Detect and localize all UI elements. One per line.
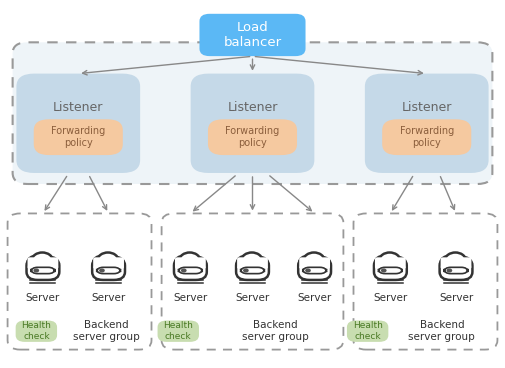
- Circle shape: [33, 268, 39, 273]
- FancyBboxPatch shape: [92, 258, 125, 280]
- Circle shape: [41, 257, 58, 269]
- FancyBboxPatch shape: [236, 258, 269, 280]
- FancyBboxPatch shape: [13, 42, 492, 184]
- Text: Health
check: Health check: [163, 322, 193, 341]
- Circle shape: [388, 257, 406, 269]
- Circle shape: [93, 256, 112, 269]
- Circle shape: [188, 257, 206, 269]
- FancyBboxPatch shape: [439, 258, 473, 280]
- Circle shape: [299, 256, 318, 269]
- Circle shape: [98, 252, 118, 267]
- FancyBboxPatch shape: [440, 257, 472, 269]
- Circle shape: [305, 268, 311, 273]
- Text: Listener: Listener: [53, 101, 104, 114]
- FancyBboxPatch shape: [27, 258, 60, 280]
- FancyBboxPatch shape: [241, 267, 264, 274]
- Text: Listener: Listener: [227, 101, 278, 114]
- Circle shape: [32, 252, 53, 267]
- Circle shape: [107, 257, 124, 269]
- Text: Server: Server: [235, 293, 270, 303]
- Text: Backend
server group: Backend server group: [409, 321, 475, 342]
- Text: Backend
server group: Backend server group: [73, 321, 139, 342]
- Circle shape: [181, 268, 187, 273]
- FancyBboxPatch shape: [158, 321, 199, 342]
- Circle shape: [242, 252, 262, 267]
- FancyBboxPatch shape: [191, 74, 314, 173]
- Text: Server: Server: [173, 293, 208, 303]
- FancyBboxPatch shape: [34, 119, 123, 155]
- FancyBboxPatch shape: [16, 74, 140, 173]
- Circle shape: [380, 252, 400, 267]
- Text: Server: Server: [26, 293, 60, 303]
- Circle shape: [304, 252, 324, 267]
- Text: Health
check: Health check: [21, 322, 52, 341]
- Text: Load
balancer: Load balancer: [223, 21, 282, 49]
- Circle shape: [180, 252, 200, 267]
- FancyBboxPatch shape: [16, 321, 57, 342]
- Text: Forwarding
policy: Forwarding policy: [225, 126, 280, 148]
- Circle shape: [250, 257, 268, 269]
- Text: Forwarding
policy: Forwarding policy: [399, 126, 454, 148]
- Circle shape: [237, 256, 256, 269]
- Circle shape: [243, 268, 249, 273]
- Circle shape: [440, 256, 459, 269]
- Circle shape: [454, 257, 471, 269]
- Circle shape: [446, 268, 452, 273]
- FancyBboxPatch shape: [374, 258, 407, 280]
- FancyBboxPatch shape: [208, 119, 297, 155]
- FancyBboxPatch shape: [31, 267, 55, 274]
- FancyBboxPatch shape: [375, 257, 406, 269]
- Circle shape: [313, 257, 330, 269]
- FancyBboxPatch shape: [237, 257, 268, 269]
- Text: Server: Server: [91, 293, 126, 303]
- Text: Server: Server: [439, 293, 473, 303]
- Text: Server: Server: [297, 293, 332, 303]
- FancyBboxPatch shape: [93, 257, 124, 269]
- Circle shape: [381, 268, 387, 273]
- Circle shape: [175, 256, 193, 269]
- FancyBboxPatch shape: [174, 258, 207, 280]
- Circle shape: [99, 268, 105, 273]
- FancyBboxPatch shape: [97, 267, 120, 274]
- FancyBboxPatch shape: [379, 267, 402, 274]
- Text: Backend
server group: Backend server group: [242, 321, 309, 342]
- FancyBboxPatch shape: [199, 14, 306, 56]
- Circle shape: [27, 256, 46, 269]
- FancyBboxPatch shape: [179, 267, 202, 274]
- FancyBboxPatch shape: [444, 267, 468, 274]
- Circle shape: [375, 256, 393, 269]
- Text: Listener: Listener: [401, 101, 452, 114]
- FancyBboxPatch shape: [175, 257, 206, 269]
- Text: Forwarding
policy: Forwarding policy: [51, 126, 106, 148]
- FancyBboxPatch shape: [299, 257, 330, 269]
- FancyBboxPatch shape: [347, 321, 388, 342]
- FancyBboxPatch shape: [28, 257, 59, 269]
- Text: Health
check: Health check: [352, 322, 383, 341]
- Text: Server: Server: [373, 293, 408, 303]
- FancyBboxPatch shape: [382, 119, 471, 155]
- FancyBboxPatch shape: [365, 74, 488, 173]
- FancyBboxPatch shape: [303, 267, 326, 274]
- Circle shape: [445, 252, 466, 267]
- FancyBboxPatch shape: [298, 258, 331, 280]
